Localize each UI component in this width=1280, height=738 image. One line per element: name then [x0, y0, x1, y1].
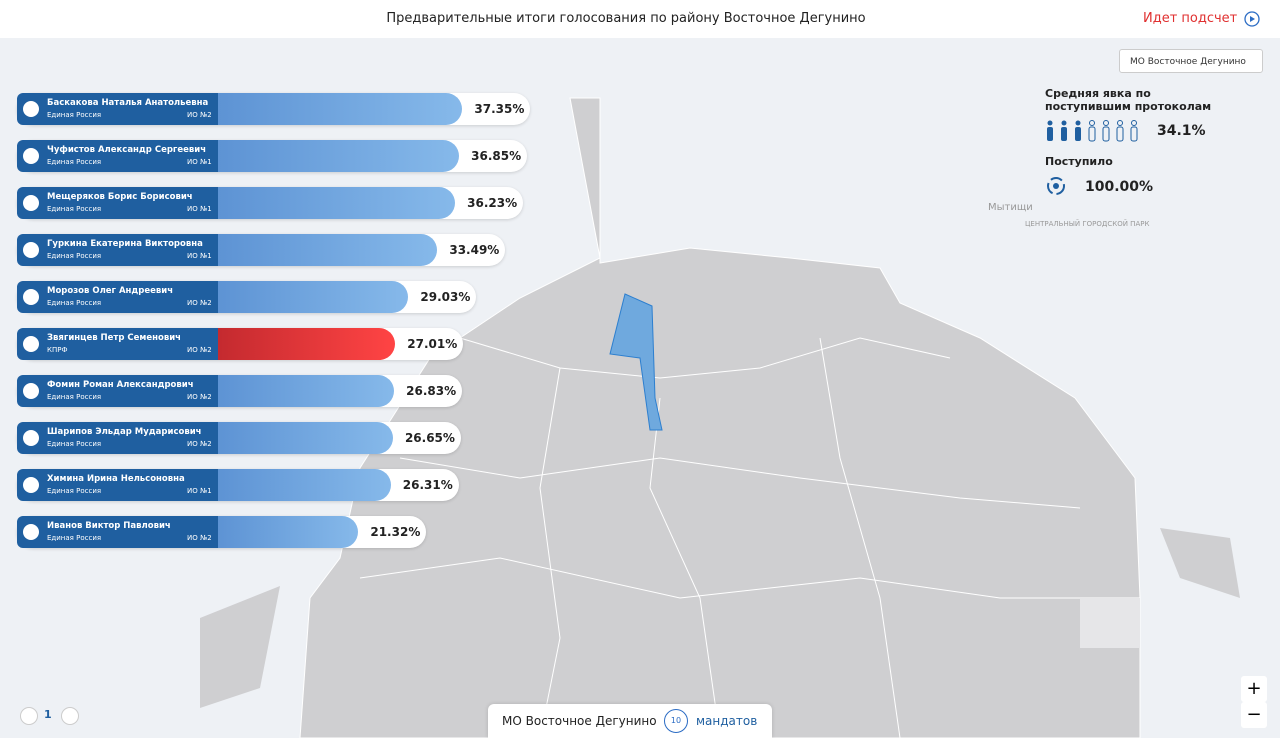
vote-percent: 26.65% [404, 431, 455, 445]
candidate-district: ИО №1 [187, 252, 212, 260]
candidate-party: Единая Россия [47, 487, 102, 495]
candidate-party: КПРФ [47, 346, 68, 354]
vote-percent: 27.01% [407, 337, 458, 351]
vote-bar [17, 328, 396, 360]
vote-percent: 26.31% [402, 478, 453, 492]
candidate-party: Единая Россия [47, 205, 102, 213]
candidate-row[interactable]: Шарипов Эльдар Мударисович Единая Россия И… [17, 422, 461, 454]
next-page[interactable] [61, 707, 79, 725]
zoom-out[interactable]: − [1241, 702, 1267, 728]
vote-percent: 29.03% [420, 290, 471, 304]
header: Предварительные итоги голосования по рай… [0, 0, 1280, 38]
turnout-title: Средняя явка по поступившим протоколам [1045, 87, 1212, 113]
mandates-count: 10 [664, 709, 688, 733]
candidate-row[interactable]: Иванов Виктор Павлович Единая Россия ИО №2… [17, 516, 427, 548]
candidate-name: Звягинцев Петр Семенович [47, 333, 181, 343]
candidate-row[interactable]: Чуфистов Александр Сергеевич Единая Росси… [17, 140, 528, 172]
vote-percent: 36.85% [471, 149, 522, 163]
party-logo [23, 477, 39, 493]
candidate-name: Баскакова Наталья Анатольевна [47, 98, 209, 108]
map-label: ЦЕНТРАЛЬНЫЙ ГОРОДСКОЙ ПАРК [1025, 219, 1149, 228]
vote-bar [17, 422, 393, 454]
candidate-party: Единая Россия [47, 111, 102, 119]
candidate-name: Чуфистов Александр Сергеевич [47, 145, 207, 155]
footer-panel: МО Восточное Дегунино 10 мандатов [488, 704, 772, 738]
candidate-party: Единая Россия [47, 299, 102, 307]
candidate-row[interactable]: Химина Ирина Нельсоновна Единая Россия ИО … [17, 469, 459, 501]
received-icon [1047, 177, 1065, 195]
candidate-party: Единая Россия [47, 158, 102, 166]
candidate-name: Мещеряков Борис Борисович [47, 192, 193, 202]
candidate-district: ИО №2 [187, 440, 212, 448]
candidate-district: ИО №2 [187, 534, 212, 542]
vote-percent: 37.35% [474, 102, 525, 116]
map-label: Мытищи [988, 202, 1033, 213]
play-button[interactable] [1244, 11, 1260, 27]
vote-percent: 36.23% [467, 196, 518, 210]
candidate-name: Химина Ирина Нельсоновна [47, 474, 185, 484]
vote-percent: 26.83% [406, 384, 457, 398]
turnout-icons [1047, 120, 1138, 142]
candidate-party: Единая Россия [47, 534, 102, 542]
vote-bar [17, 93, 463, 125]
turnout-value: 34.1% [1157, 123, 1206, 139]
candidate-name: Морозов Олег Андреевич [47, 286, 174, 296]
page-number[interactable]: 1 [44, 708, 52, 721]
party-logo [23, 336, 39, 352]
candidate-district: ИО №1 [187, 205, 212, 213]
page-title: Предварительные итоги голосования по рай… [386, 11, 866, 26]
party-logo [23, 242, 39, 258]
candidate-party: Единая Россия [47, 393, 102, 401]
vote-bar [17, 281, 409, 313]
mandates-label: мандатов [696, 714, 758, 728]
candidate-party: Единая Россия [47, 440, 102, 448]
candidate-row[interactable]: Морозов Олег Андреевич Единая Россия ИО №2… [17, 281, 477, 313]
vote-bar [17, 187, 456, 219]
vote-percent: 21.32% [370, 525, 421, 539]
candidate-name: Иванов Виктор Павлович [47, 521, 171, 531]
candidate-row[interactable]: Мещеряков Борис Борисович Единая Россия ИО… [17, 187, 524, 219]
candidate-name: Гуркина Екатерина Викторовна [47, 239, 203, 249]
candidate-name: Фомин Роман Александрович [47, 380, 194, 390]
candidate-row[interactable]: Звягинцев Петр Семенович КПРФ ИО №2 27.01% [17, 328, 464, 360]
candidate-district: ИО №1 [187, 158, 212, 166]
vote-bar [17, 375, 395, 407]
vote-bar [17, 469, 391, 501]
district-select[interactable]: МО Восточное Дегунино [1119, 49, 1263, 73]
candidate-district: ИО №2 [187, 299, 212, 307]
vote-bar [17, 234, 438, 266]
footer-district: МО Восточное Дегунино [502, 714, 657, 728]
vote-bar [17, 516, 359, 548]
candidate-district: ИО №2 [187, 346, 212, 354]
candidate-name: Шарипов Эльдар Мударисович [47, 427, 202, 437]
zoom-in[interactable]: + [1241, 676, 1267, 702]
received-title: Поступило [1045, 155, 1113, 168]
status: Идет подсчет [1143, 11, 1238, 26]
party-logo [23, 289, 39, 305]
candidate-row[interactable]: Фомин Роман Александрович Единая Россия ИО… [17, 375, 463, 407]
prev-page[interactable] [20, 707, 38, 725]
vote-percent: 33.49% [449, 243, 500, 257]
party-logo [23, 148, 39, 164]
candidate-district: ИО №2 [187, 393, 212, 401]
party-logo [23, 195, 39, 211]
vote-bar [17, 140, 460, 172]
candidate-district: ИО №1 [187, 487, 212, 495]
received-value: 100.00% [1085, 179, 1154, 195]
party-logo [23, 430, 39, 446]
candidate-row[interactable]: Баскакова Наталья Анатольевна Единая Росс… [17, 93, 531, 125]
candidate-district: ИО №2 [187, 111, 212, 119]
party-logo [23, 524, 39, 540]
candidate-party: Единая Россия [47, 252, 102, 260]
party-logo [23, 101, 39, 117]
party-logo [23, 383, 39, 399]
candidate-row[interactable]: Гуркина Екатерина Викторовна Единая Росси… [17, 234, 506, 266]
